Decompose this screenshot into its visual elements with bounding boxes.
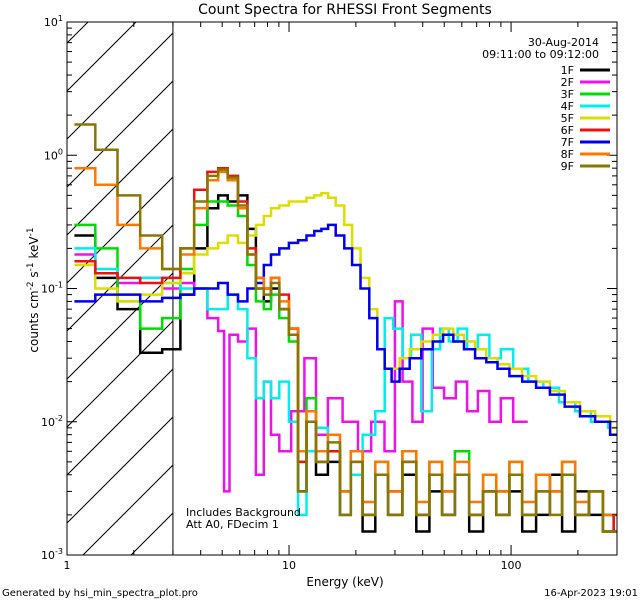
series-5F xyxy=(74,191,617,430)
y-axis-label: counts cm-2 s-1 keV-1 xyxy=(26,227,41,352)
legend-label: 5F xyxy=(561,112,574,125)
hatch-line xyxy=(67,176,173,284)
hatch-line xyxy=(67,416,173,524)
hatch-line xyxy=(67,32,173,140)
hatch-line xyxy=(67,80,173,188)
legend-label: 9F xyxy=(561,160,574,173)
hatch-line xyxy=(67,224,173,332)
date-label: 30-Aug-2014 xyxy=(528,36,599,49)
plot-frame xyxy=(66,21,618,556)
legend-label: 7F xyxy=(561,136,574,149)
series-9F xyxy=(74,123,617,533)
y-tick-label: 101 xyxy=(44,14,63,29)
legend-label: 6F xyxy=(561,124,574,137)
y-tick-label: 100 xyxy=(44,147,63,162)
series-8F xyxy=(74,166,617,517)
annotation-background: Includes Background xyxy=(186,506,301,519)
axis-ticks xyxy=(66,21,618,556)
series-3F xyxy=(74,200,617,533)
chart-title: Count Spectra for RHESSI Front Segments xyxy=(198,2,492,18)
x-tick-label: 10 xyxy=(282,559,296,572)
x-tick-label: 1 xyxy=(64,559,71,572)
y-tick-label: 10-1 xyxy=(41,281,63,296)
annotation-attenuator: Att A0, FDecim 1 xyxy=(186,518,279,531)
time-range-label: 09:11:00 to 09:12:00 xyxy=(482,48,599,61)
series-7F xyxy=(74,223,617,436)
hatched-excluded-region xyxy=(67,22,173,555)
x-tick-label: 100 xyxy=(501,559,522,572)
series-2F xyxy=(74,253,528,493)
y-tick-label: 10-2 xyxy=(41,414,63,429)
legend-label: 8F xyxy=(561,148,574,161)
legend-label: 1F xyxy=(561,64,574,77)
legend-label: 2F xyxy=(561,76,574,89)
hatch-line xyxy=(67,368,173,476)
series-4F xyxy=(74,247,617,517)
hatch-line xyxy=(67,22,137,92)
hatch-line xyxy=(67,272,173,380)
footer-timestamp: 16-Apr-2023 19:01 xyxy=(544,588,638,599)
x-axis-label: Energy (keV) xyxy=(306,575,383,589)
legend-label: 3F xyxy=(561,88,574,101)
footer-generated-by: Generated by hsi_min_spectra_plot.pro xyxy=(2,588,198,599)
legend-label: 4F xyxy=(561,100,574,113)
y-tick-label: 10-3 xyxy=(41,547,63,562)
series-6F xyxy=(74,166,617,533)
